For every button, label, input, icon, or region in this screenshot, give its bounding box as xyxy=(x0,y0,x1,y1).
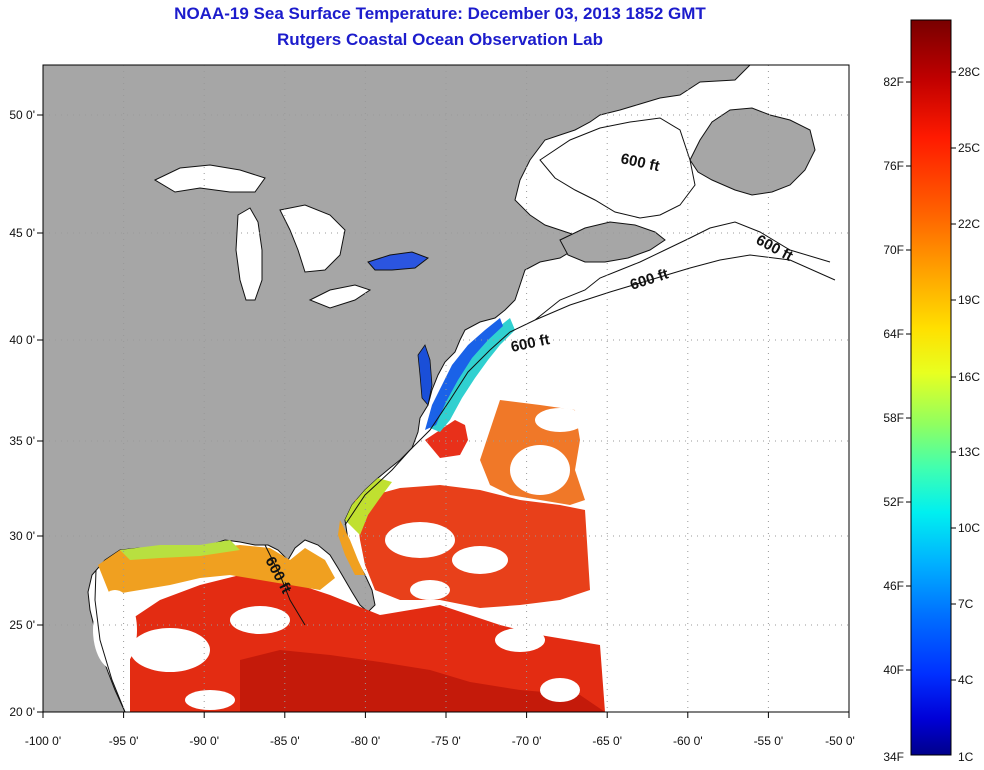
x-tick-label: -75 0' xyxy=(431,734,461,748)
x-tick-label: -100 0' xyxy=(25,734,61,748)
x-tick-label: -95 0' xyxy=(109,734,139,748)
map-subtitle: Rutgers Coastal Ocean Observation Lab xyxy=(277,30,603,49)
sst-nearshore-cold xyxy=(425,318,503,430)
colorbar-c-label: 13C xyxy=(958,445,980,459)
cloud-mask xyxy=(93,408,585,710)
y-tick-label: 25 0' xyxy=(9,618,35,632)
x-tick-labels: -100 0' -95 0' -90 0' -85 0' -80 0' -75 … xyxy=(25,734,855,748)
colorbar-f-label: 46F xyxy=(883,579,904,593)
colorbar-c-label: 19C xyxy=(958,293,980,307)
colorbar-c-label: 10C xyxy=(958,521,980,535)
y-tick-label: 30 0' xyxy=(9,529,35,543)
colorbar-f-labels: 82F 76F 70F 64F 58F 52F 46F 40F 34F xyxy=(883,75,904,764)
y-tick-label: 40 0' xyxy=(9,333,35,347)
water-gulf-st-lawrence xyxy=(539,117,696,219)
colorbar-f-label: 76F xyxy=(883,159,904,173)
x-tick-label: -85 0' xyxy=(270,734,300,748)
lake-huron xyxy=(279,204,346,273)
colorbar-f-label: 64F xyxy=(883,327,904,341)
sst-hatteras-hotspot xyxy=(425,420,468,458)
land-newfoundland xyxy=(689,107,816,196)
colorbar-f-label: 82F xyxy=(883,75,904,89)
sst-atlantic-south xyxy=(355,485,590,608)
colorbar-f-ticks xyxy=(906,71,956,681)
colorbar-c-label: 25C xyxy=(958,141,980,155)
y-tick-label: 45 0' xyxy=(9,226,35,240)
y-tick-label: 50 0' xyxy=(9,108,35,122)
map-title: NOAA-19 Sea Surface Temperature: Decembe… xyxy=(174,4,706,23)
colorbar-f-label: 70F xyxy=(883,243,904,257)
x-tick-label: -50 0' xyxy=(825,734,855,748)
y-tick-labels: 50 0' 45 0' 40 0' 35 0' 30 0' 25 0' 20 0… xyxy=(9,108,35,719)
land-nova-scotia xyxy=(559,221,666,263)
x-tick-label: -60 0' xyxy=(673,734,703,748)
axis-ticks xyxy=(37,114,850,718)
water-chesapeake xyxy=(417,344,433,406)
colorbar-f-label: 34F xyxy=(883,750,904,764)
lake-michigan xyxy=(235,207,263,301)
y-tick-label: 20 0' xyxy=(9,705,35,719)
lake-superior xyxy=(153,164,266,193)
lake-erie xyxy=(308,284,372,309)
sst-gulf-nw-shelf xyxy=(120,540,240,560)
x-tick-label: -70 0' xyxy=(512,734,542,748)
y-tick-label: 35 0' xyxy=(9,434,35,448)
colorbar-c-label: 28C xyxy=(958,65,980,79)
x-tick-label: -65 0' xyxy=(592,734,622,748)
colorbar-c-label: 16C xyxy=(958,370,980,384)
map-grid xyxy=(43,65,849,712)
colorbar-f-label: 58F xyxy=(883,411,904,425)
x-tick-label: -80 0' xyxy=(351,734,381,748)
colorbar xyxy=(910,19,952,756)
colorbar-c-label: 22C xyxy=(958,217,980,231)
colorbar-c-label: 1C xyxy=(958,750,974,764)
sst-se-shelf xyxy=(345,478,392,535)
lake-ontario xyxy=(367,251,430,271)
x-tick-label: -55 0' xyxy=(754,734,784,748)
colorbar-c-label: 7C xyxy=(958,597,974,611)
sst-caribbean-deep xyxy=(240,650,605,712)
sst-florida-shelf xyxy=(338,520,365,575)
colorbar-f-label: 52F xyxy=(883,495,904,509)
colorbar-c-labels: 28C 25C 22C 19C 16C 13C 10C 7C 4C 1C xyxy=(958,65,980,764)
x-tick-label: -90 0' xyxy=(189,734,219,748)
colorbar-c-label: 4C xyxy=(958,673,974,687)
colorbar-f-label: 40F xyxy=(883,663,904,677)
